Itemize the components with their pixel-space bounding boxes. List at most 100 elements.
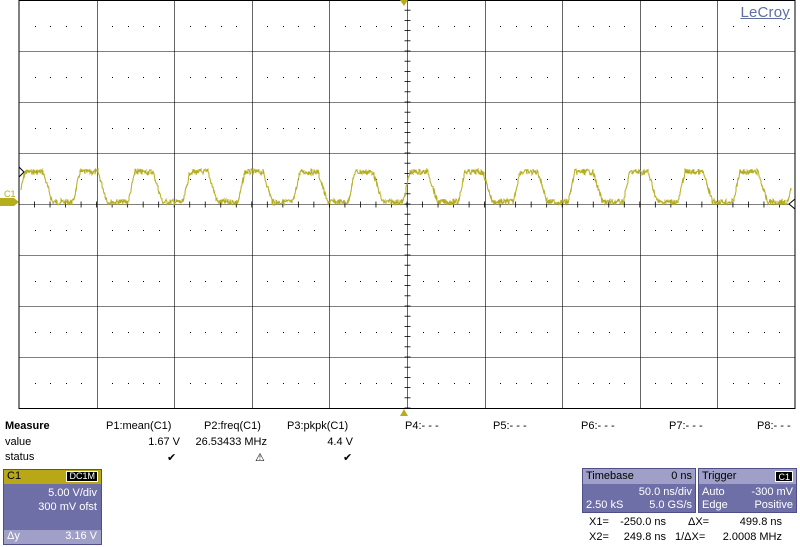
grid-dot xyxy=(81,230,82,231)
grid-dot xyxy=(702,332,703,333)
grid-dot xyxy=(578,77,579,78)
grid-dot xyxy=(764,26,765,27)
grid-dot xyxy=(686,77,687,78)
grid-dot xyxy=(531,281,532,282)
grid-dot xyxy=(267,77,268,78)
grid-dot xyxy=(547,77,548,78)
grid-dot xyxy=(733,26,734,27)
timebase-panel[interactable]: Timebase 0 ns 50.0 ns/div 2.50 kS 5.0 GS… xyxy=(582,468,696,513)
grid-dot xyxy=(686,281,687,282)
grid-dot xyxy=(345,332,346,333)
grid-dot xyxy=(221,179,222,180)
grid-dot xyxy=(516,230,517,231)
grid-dot xyxy=(66,281,67,282)
grid-dot xyxy=(236,230,237,231)
grid-dot xyxy=(655,332,656,333)
measure-col-p7[interactable]: P7:- - - xyxy=(669,420,703,432)
grid-dot xyxy=(81,128,82,129)
grid-dot xyxy=(314,383,315,384)
grid-dot xyxy=(593,128,594,129)
grid-dot xyxy=(686,26,687,27)
grid-dot xyxy=(345,128,346,129)
grid-dot xyxy=(112,128,113,129)
grid-dot xyxy=(686,383,687,384)
grid-dot xyxy=(221,128,222,129)
grid-dot xyxy=(655,383,656,384)
status-row-label: status xyxy=(5,451,35,463)
grid-dot xyxy=(345,77,346,78)
grid-dot xyxy=(609,128,610,129)
grid-dot xyxy=(35,230,36,231)
grid-dot xyxy=(469,230,470,231)
grid-dot xyxy=(267,179,268,180)
grid-dot xyxy=(66,179,67,180)
grid-dot xyxy=(283,128,284,129)
grid-dot xyxy=(205,26,206,27)
grid-dot xyxy=(624,77,625,78)
lecroy-logo: LeCroy xyxy=(740,4,790,21)
grid-dot xyxy=(671,281,672,282)
grid-dot xyxy=(593,179,594,180)
grid-dot xyxy=(376,128,377,129)
measure-col-p2[interactable]: P2:freq(C1) xyxy=(204,420,261,432)
grid-dot xyxy=(593,230,594,231)
grid-dot xyxy=(345,383,346,384)
grid-dot xyxy=(35,77,36,78)
grid-dot xyxy=(779,230,780,231)
check-icon: ✔ xyxy=(343,452,353,464)
grid-dot xyxy=(66,383,67,384)
grid-dot xyxy=(469,281,470,282)
grid-dot xyxy=(624,281,625,282)
grid-dot xyxy=(624,383,625,384)
grid-dot xyxy=(221,77,222,78)
warning-icon: ⚠ xyxy=(255,452,265,464)
grid-dot xyxy=(438,230,439,231)
grid-dot xyxy=(128,179,129,180)
grid-dot xyxy=(267,383,268,384)
grid-dot xyxy=(609,26,610,27)
grid-dot xyxy=(547,179,548,180)
grid-dot xyxy=(578,383,579,384)
grid-dot xyxy=(547,383,548,384)
measure-col-p4[interactable]: P4:- - - xyxy=(405,420,439,432)
grid-dot xyxy=(469,383,470,384)
measure-col-p8[interactable]: P8:- - - xyxy=(757,420,791,432)
measure-col-p3[interactable]: P3:pkpk(C1) xyxy=(287,420,349,432)
trigger-level: -300 mV xyxy=(751,486,793,498)
delta-y-label: Δy xyxy=(7,530,20,542)
grid-dot xyxy=(267,230,268,231)
channel-c1-panel[interactable]: C1 DC1M 5.00 V/div 300 mV ofst Δy 3.16 V xyxy=(3,469,102,545)
grid-dot xyxy=(516,26,517,27)
trigger-mode: Auto xyxy=(702,486,725,498)
grid-dot xyxy=(609,179,610,180)
grid-dot xyxy=(454,26,455,27)
measure-col-p5[interactable]: P5:- - - xyxy=(493,420,527,432)
grid-dot xyxy=(423,383,424,384)
sample-rate: 5.0 GS/s xyxy=(649,499,692,511)
grid-dot xyxy=(655,281,656,282)
grid-dot xyxy=(298,281,299,282)
trigger-panel[interactable]: Trigger C1 Auto -300 mV Edge Positive xyxy=(698,468,797,513)
grid-dot xyxy=(112,179,113,180)
grid-dot xyxy=(190,26,191,27)
grid-dot xyxy=(423,332,424,333)
grid-dot xyxy=(438,128,439,129)
grid-dot xyxy=(593,77,594,78)
measure-col-p6[interactable]: P6:- - - xyxy=(581,420,615,432)
grid-dot xyxy=(81,383,82,384)
grid-dot xyxy=(205,281,206,282)
grid-dot xyxy=(50,281,51,282)
grid-dot xyxy=(391,26,392,27)
grid-dot xyxy=(547,26,548,27)
grid-dot xyxy=(221,26,222,27)
grid-dot xyxy=(205,383,206,384)
x2-label: X2= xyxy=(589,531,609,543)
measure-col-p1[interactable]: P1:mean(C1) xyxy=(106,420,172,432)
trigger-time-marker xyxy=(400,409,408,416)
oscilloscope-display[interactable]: LeCroy C1 xyxy=(0,0,800,420)
grid-dot xyxy=(578,281,579,282)
grid-dot xyxy=(500,230,501,231)
grid-dot xyxy=(128,383,129,384)
grid-dot xyxy=(50,77,51,78)
grid-dot xyxy=(593,26,594,27)
